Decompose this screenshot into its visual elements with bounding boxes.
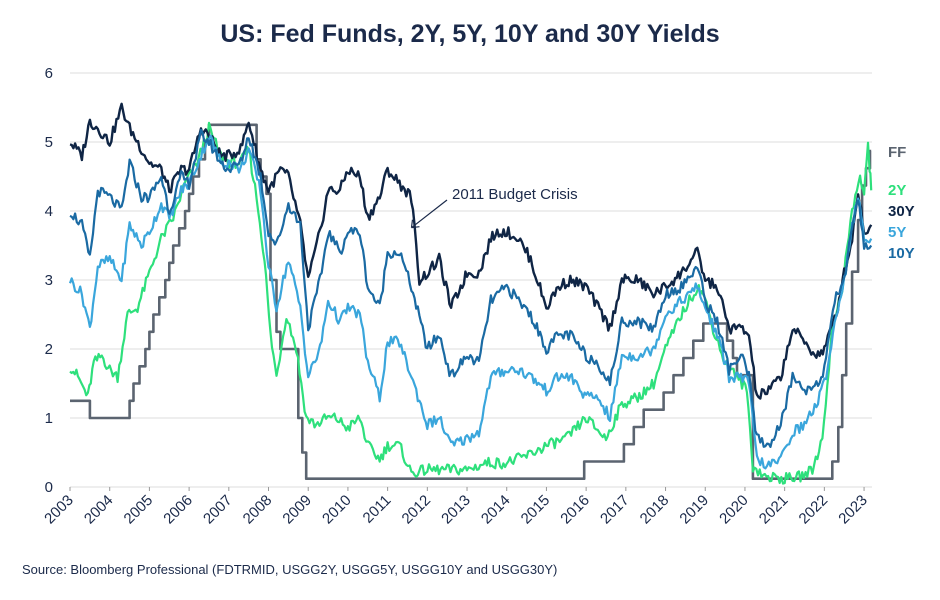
x-tick-label: 2005 (121, 492, 157, 528)
x-tick-label: 2020 (716, 492, 752, 528)
series-line-30y (69, 102, 873, 400)
x-tick-label: 2014 (478, 492, 514, 528)
x-tick-label: 2013 (438, 492, 474, 528)
y-axis-ticks: 0 1 2 3 4 5 6 (45, 65, 53, 496)
x-tick-label: 2012 (399, 492, 435, 528)
annotation-label: 2011 Budget Crisis (452, 186, 578, 203)
series-line-ff (70, 123, 872, 480)
y-tick-label: 3 (45, 272, 53, 289)
y-tick-label: 6 (45, 65, 53, 82)
series-label-10y: 10Y (888, 245, 915, 262)
y-tick-label: 1 (45, 410, 53, 427)
x-tick-label: 2017 (597, 492, 633, 528)
annotation-arrow (411, 199, 448, 229)
gridlines (70, 72, 872, 488)
y-tick-label: 5 (45, 134, 53, 151)
x-tick-label: 2011 (360, 492, 395, 527)
x-tick-label: 2003 (41, 492, 77, 528)
x-tick-label: 2007 (200, 492, 236, 528)
x-tick-label: 2006 (160, 492, 196, 528)
x-tick-label: 2021 (756, 492, 792, 528)
x-axis-ticks: 2003 2004 2005 2006 2007 2008 2009 2010 2011 2012… (41, 487, 871, 527)
series-lines (68, 102, 873, 485)
x-tick-label: 2019 (676, 492, 712, 528)
chart-title: US: Fed Funds, 2Y, 5Y, 10Y and 30Y Yield… (220, 20, 720, 48)
series-line-10y (69, 128, 873, 448)
y-tick-label: 2 (45, 341, 53, 358)
source-note: Source: Bloomberg Professional (FDTRMID,… (22, 562, 558, 577)
x-tick-label: 2016 (557, 492, 593, 528)
y-tick-label: 0 (45, 479, 53, 496)
x-tick-label: 2009 (279, 492, 315, 528)
series-label-2y: 2Y (888, 182, 906, 199)
x-tick-label: 2018 (637, 492, 673, 528)
series-label-30y: 30Y (888, 203, 915, 220)
series-labels: FF 2Y 30Y 5Y 10Y (888, 144, 915, 262)
x-tick-label: 2008 (240, 492, 276, 528)
annotation-arrowhead (410, 219, 420, 229)
series-label-ff: FF (888, 144, 906, 161)
x-tick-label: 2022 (796, 492, 832, 528)
x-tick-label: 2010 (319, 492, 355, 528)
x-tick-label: 2004 (81, 492, 117, 528)
x-tick-label: 2015 (518, 492, 554, 528)
series-label-5y: 5Y (888, 224, 906, 241)
x-tick-label: 2023 (835, 492, 871, 528)
y-tick-label: 4 (45, 203, 53, 220)
series-line-5y (68, 134, 873, 470)
annotations: 2011 Budget Crisis (410, 186, 578, 229)
